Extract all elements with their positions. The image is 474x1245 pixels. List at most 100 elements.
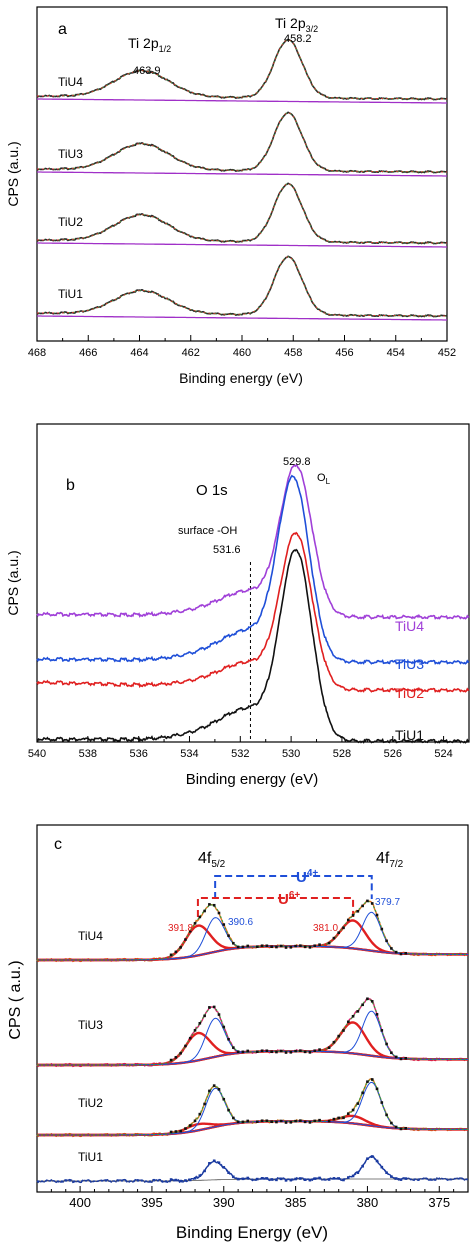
u4f-data-point xyxy=(356,1102,360,1105)
panel-c-frame xyxy=(36,824,469,1193)
u4f-data-point xyxy=(380,927,384,931)
u4f-data-point xyxy=(313,1177,317,1180)
u4f-data-point xyxy=(265,1177,269,1180)
u4f-data-point xyxy=(308,1121,312,1124)
u4f-data-point xyxy=(232,1116,235,1120)
u4f-data-point xyxy=(217,1088,221,1091)
panel-c-traces xyxy=(36,899,468,1184)
u4f-data-point xyxy=(275,1178,278,1182)
panel-a-peak-label-2p32: Ti 2p3/2 xyxy=(275,15,318,34)
u4f-data-point xyxy=(380,1029,384,1032)
u4f-data-point xyxy=(351,913,355,917)
u4f-data-point xyxy=(184,1044,187,1048)
u4f-data-point xyxy=(265,944,269,948)
panel-b-annot-529: 529.8 xyxy=(283,456,311,468)
ti-background-line xyxy=(37,98,447,104)
u4f-data-point xyxy=(279,1119,283,1123)
u4f-data-point xyxy=(294,1177,297,1181)
u4f-data-point xyxy=(255,1050,259,1053)
u4f-data-point xyxy=(270,945,273,949)
u4f-data-point xyxy=(279,1049,283,1053)
x-tick-label: 395 xyxy=(141,1195,163,1210)
panel-a-series-label-tiu4: TiU4 xyxy=(58,75,83,89)
ti-fit-line xyxy=(37,112,447,173)
u4-bracket xyxy=(214,875,373,899)
panel-c-peak-label-4f72: 4f7/2 xyxy=(376,850,404,870)
u4f-data-point xyxy=(380,1101,384,1104)
u4f-data-point xyxy=(236,945,240,949)
u4f-data-point xyxy=(198,1112,202,1116)
u4f-data-point xyxy=(318,1176,321,1180)
u4f-data-point xyxy=(318,1048,321,1051)
u4f-data-point xyxy=(399,1127,403,1131)
u4f-data-point xyxy=(318,1118,321,1122)
u4f-data-point xyxy=(318,943,321,946)
u4f-data-point xyxy=(294,1119,297,1123)
u4f-data-point xyxy=(399,952,403,956)
x-tick-label: 390 xyxy=(213,1195,235,1210)
x-tick-label: 540 xyxy=(28,748,46,760)
u4f-data-point xyxy=(404,1126,408,1130)
u4f-data-point xyxy=(270,1120,273,1124)
u4f-data-point xyxy=(203,1169,206,1173)
u4f-data-point xyxy=(351,1014,355,1018)
panel-a: a 468 466 464 462 460 458 456 454 452 Ti 2p1/2 T… xyxy=(5,6,456,386)
u4f-data-point xyxy=(227,1037,230,1041)
panel-b-title: O 1s xyxy=(196,482,228,499)
u4f-data-point xyxy=(188,1036,192,1040)
u4f-data-point xyxy=(404,1177,408,1180)
panel-c-peak-label-4f52: 4f5/2 xyxy=(198,850,226,870)
u4f-data-point xyxy=(313,1119,317,1123)
u4f-data-point xyxy=(308,946,312,949)
o1s-line-tiu3 xyxy=(36,474,470,665)
x-tick-label: 530 xyxy=(282,748,300,760)
u4f-data-point xyxy=(184,1127,187,1130)
panel-b-series-label-tiu3: TiU3 xyxy=(395,656,424,672)
ti-background-line xyxy=(37,242,447,248)
u4f-data-point xyxy=(375,1087,379,1091)
u4f-data-point xyxy=(179,1179,182,1183)
x-tick-label: 452 xyxy=(438,347,456,359)
u4f-data-point xyxy=(179,946,182,949)
u4f-data-point xyxy=(174,1056,178,1059)
u4f-data-point xyxy=(227,1171,230,1175)
x-tick-label: 524 xyxy=(434,748,452,760)
u4f-data-point xyxy=(394,1177,398,1180)
u4f-data-point xyxy=(327,1178,331,1181)
panel-b-ticks: 540 538 536 534 532 530 528 526 524 xyxy=(28,736,470,760)
ti-background-line xyxy=(37,315,447,321)
u4f-data-point xyxy=(236,1050,240,1054)
u4f-data-point xyxy=(232,1175,235,1179)
u4f-data-point xyxy=(169,953,173,957)
u4f-data-point xyxy=(270,1050,273,1054)
panel-a-annot-458: 458.2 xyxy=(284,33,312,45)
x-tick-label: 456 xyxy=(335,347,353,359)
panel-a-annot-463: 463.9 xyxy=(133,65,161,77)
u4f-data-point xyxy=(342,1178,345,1182)
panel-c-xlabel: Binding Energy (eV) xyxy=(176,1223,328,1242)
u4f-data-point xyxy=(275,1120,278,1124)
u4f-data-point xyxy=(222,923,226,926)
panel-a-peak-label-2p12: Ti 2p1/2 xyxy=(128,35,171,54)
u4f-data-point xyxy=(294,1049,297,1053)
u4f-data-point xyxy=(299,1119,302,1122)
x-tick-label: 526 xyxy=(384,748,402,760)
panel-a-ticks: 468 466 464 462 460 458 456 454 452 xyxy=(28,335,456,359)
u4f-data-point xyxy=(337,931,340,934)
panel-b-traces xyxy=(36,463,470,744)
u4f-data-point xyxy=(337,1177,340,1180)
u4f-data-point xyxy=(390,1121,393,1125)
u4f-data-point xyxy=(227,934,230,937)
u4f-data-point xyxy=(294,944,297,948)
ti-fit-line xyxy=(37,183,447,244)
u4f-data-point xyxy=(193,1176,197,1180)
x-tick-label: 400 xyxy=(69,1195,91,1210)
u4f-data-point xyxy=(356,1171,360,1174)
u4f-data-point xyxy=(260,1049,264,1053)
u4f-data-point xyxy=(169,1178,173,1181)
u4f-data-point xyxy=(203,909,206,913)
u4f-data-point xyxy=(260,944,264,948)
u4f-data-point xyxy=(232,1046,235,1049)
u4f-data-point xyxy=(198,1174,202,1177)
